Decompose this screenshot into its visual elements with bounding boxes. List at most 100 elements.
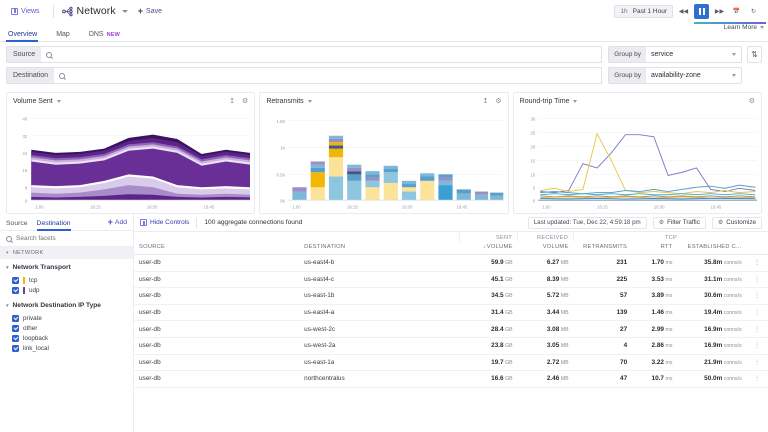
save-label: Save: [146, 7, 162, 15]
chevron-down-icon[interactable]: [121, 9, 128, 13]
filter-traffic-button[interactable]: ⚙ Filter Traffic: [652, 216, 706, 229]
facet-group-network[interactable]: ▾ NETWORK: [0, 247, 133, 259]
facet-section-title[interactable]: ▾ Network Transport: [6, 264, 127, 271]
cell-received-volume: 2.46 MB: [517, 370, 574, 388]
chevron-down-icon: [732, 53, 736, 56]
destination-search-input[interactable]: [69, 72, 597, 79]
table-row[interactable]: user-db us-east4-b 59.9 GB 6.27 MB 231 1.7…: [134, 254, 768, 272]
facet-item-udp[interactable]: udp: [6, 285, 127, 295]
cell-sent-volume: 59.9 GB: [459, 254, 518, 272]
table-row[interactable]: user-db us-west-2c 28.4 GB 3.08 MB 27 2.99…: [134, 320, 768, 338]
table-row[interactable]: user-db northcentralus 16.6 GB 2.46 MB 47 …: [134, 370, 768, 388]
column-header-destination[interactable]: DESTINATION: [299, 242, 460, 255]
add-facet-button[interactable]: + Add: [108, 218, 127, 230]
tab-map[interactable]: Map: [54, 31, 79, 41]
table-row[interactable]: user-db us-west-2a 23.8 GB 3.05 MB 4 2.86 m…: [134, 337, 768, 355]
export-icon[interactable]: ↥: [482, 97, 489, 105]
facet-tab-source[interactable]: Source: [6, 220, 28, 230]
cell-retransmits: 139: [573, 304, 633, 322]
facet-section-title[interactable]: ▾ Network Destination IP Type: [6, 302, 127, 309]
checkbox[interactable]: [12, 276, 19, 284]
column-header-rtt[interactable]: RTT: [632, 242, 678, 255]
table-row[interactable]: user-db us-east4-c 45.1 GB 8.39 MB 225 3.5…: [134, 271, 768, 289]
facet-tab-label: Source: [6, 220, 28, 227]
hide-controls-button[interactable]: Hide Controls: [140, 219, 189, 226]
column-header-retransmits[interactable]: RETRANSMITS: [573, 242, 633, 255]
facet-item-private[interactable]: private: [6, 313, 127, 323]
table-row[interactable]: user-db us-east-1a 19.7 GB 2.72 MB 70 3.22…: [134, 354, 768, 372]
checkbox[interactable]: [12, 334, 19, 342]
svg-text:16:30: 16:30: [147, 205, 158, 210]
source-search-input[interactable]: [56, 51, 597, 58]
facet-search-row[interactable]: [0, 231, 133, 247]
group-header-tcp: TCP: [573, 232, 768, 242]
column-header-source[interactable]: SOURCE: [134, 242, 300, 255]
cell-rtt: 3.53 ms: [632, 271, 678, 289]
svg-text:20: 20: [530, 145, 535, 150]
checkbox[interactable]: [12, 314, 19, 322]
facet-item-loopback[interactable]: loopback: [6, 333, 127, 343]
skip-back-icon[interactable]: ◀◀: [678, 8, 689, 15]
pause-button[interactable]: [694, 3, 709, 19]
chevron-down-icon[interactable]: [573, 99, 578, 103]
tab-overview[interactable]: Overview: [6, 31, 46, 42]
chart-canvas-round-trip-time: 30 25 20 15 10 5 0: [514, 109, 761, 213]
svg-text:25: 25: [530, 131, 535, 136]
facet-section-label: Network Destination IP Type: [12, 302, 101, 309]
gear-icon[interactable]: ⚙: [748, 97, 755, 105]
checkbox[interactable]: [12, 286, 19, 294]
chart-title: Volume Sent: [13, 97, 53, 105]
kebab-menu-icon[interactable]: ⋮: [746, 337, 768, 355]
chevron-down-icon: ▾: [6, 302, 9, 309]
facet-item-link-local[interactable]: link_local: [6, 343, 127, 353]
panel-icon: [11, 7, 18, 15]
svg-text:0: 0: [533, 198, 536, 203]
lower-section: Source Destination + Add ▾ NETWORK: [0, 214, 768, 432]
swap-source-destination-button[interactable]: ⇅: [747, 46, 762, 63]
column-group-row: SENT RECEIVED TCP: [134, 232, 768, 242]
column-header-received-volume[interactable]: VOLUME: [517, 242, 574, 255]
facet-item-other[interactable]: other: [6, 323, 127, 333]
time-range-picker[interactable]: 1h Past 1 Hour: [614, 4, 673, 18]
kebab-menu-icon[interactable]: ⋮: [746, 320, 768, 338]
checkbox[interactable]: [12, 324, 19, 332]
svg-text:16: 16: [22, 168, 27, 173]
table-row[interactable]: user-db us-east-1b 34.5 GB 5.72 MB 57 3.89…: [134, 287, 768, 305]
save-button[interactable]: + Save: [138, 6, 162, 16]
calendar-icon[interactable]: 📅: [732, 8, 741, 15]
export-icon[interactable]: ↥: [229, 97, 236, 105]
source-input-wrap[interactable]: [41, 46, 603, 63]
table-row[interactable]: user-db us-east4-a 31.4 GB 3.44 MB 139 1.4…: [134, 304, 768, 322]
facet-search-input[interactable]: [16, 235, 127, 242]
group-by-availability-zone-select[interactable]: availability-zone: [646, 67, 742, 84]
kebab-menu-icon[interactable]: ⋮: [746, 254, 768, 272]
chevron-down-icon[interactable]: [307, 99, 312, 103]
customize-button[interactable]: ⚙ Customize: [711, 216, 762, 229]
learn-more-button[interactable]: Learn More: [724, 24, 764, 31]
kebab-menu-icon[interactable]: ⋮: [746, 370, 768, 388]
destination-input-wrap[interactable]: [54, 67, 603, 84]
filter-section: Source Group by service ⇅ Destination: [0, 42, 768, 90]
last-updated-label: Last updated: Tue, Dec 22, 4:59:18 pm: [527, 216, 647, 229]
column-header-established-connections[interactable]: ESTABLISHED C...: [677, 242, 747, 255]
checkbox[interactable]: [12, 344, 19, 352]
gear-icon[interactable]: ⚙: [242, 97, 249, 105]
facet-section-network-destination-ip-type: ▾ Network Destination IP Type private ot…: [0, 297, 133, 355]
gear-icon[interactable]: ⚙: [495, 97, 502, 105]
svg-text:16:15: 16:15: [597, 205, 608, 210]
kebab-menu-icon[interactable]: ⋮: [746, 271, 768, 289]
chevron-down-icon[interactable]: [56, 99, 61, 103]
skip-forward-icon[interactable]: ▶▶: [714, 8, 725, 15]
svg-text:1:00: 1:00: [293, 205, 302, 210]
facet-item-tcp[interactable]: tcp: [6, 275, 127, 285]
kebab-menu-icon[interactable]: ⋮: [746, 354, 768, 372]
column-header-sent-volume[interactable]: ↓VOLUME: [459, 242, 518, 255]
cell-established: 16.9m conns/s: [677, 337, 747, 355]
group-by-service-select[interactable]: service: [646, 46, 742, 63]
refresh-icon[interactable]: ↻: [750, 8, 757, 15]
kebab-menu-icon[interactable]: ⋮: [746, 304, 768, 322]
kebab-menu-icon[interactable]: ⋮: [746, 287, 768, 305]
views-button[interactable]: Views: [6, 6, 45, 17]
tab-dns[interactable]: DNS NEW: [87, 31, 129, 41]
facet-tab-destination[interactable]: Destination: [36, 220, 71, 231]
